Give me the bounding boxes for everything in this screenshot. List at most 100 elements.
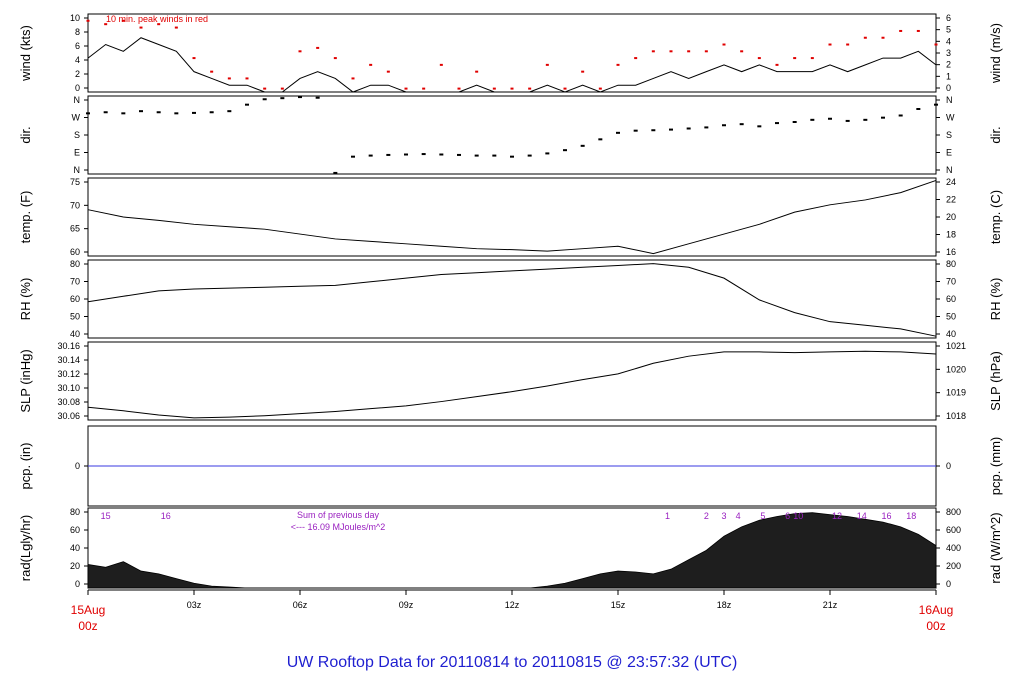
right-tick-label: 1 bbox=[946, 71, 951, 81]
left-tick-label: 0 bbox=[75, 579, 80, 589]
peak-wind-point bbox=[775, 63, 779, 66]
direction-point bbox=[156, 111, 161, 114]
peak-wind-point bbox=[227, 77, 231, 80]
right-tick-label: N bbox=[946, 95, 953, 105]
direction-point bbox=[86, 112, 90, 115]
direction-point bbox=[934, 103, 938, 106]
left-tick-label: W bbox=[72, 113, 81, 123]
hour-mark-label: 6 bbox=[785, 511, 790, 521]
direction-point bbox=[492, 154, 497, 157]
left-tick-label: 70 bbox=[70, 200, 80, 210]
left-axis-title: temp. (F) bbox=[18, 191, 33, 244]
right-tick-label: 200 bbox=[946, 561, 961, 571]
direction-point bbox=[351, 155, 355, 158]
peak-wind-point bbox=[139, 26, 143, 29]
left-tick-label: N bbox=[74, 165, 81, 175]
direction-point bbox=[386, 153, 391, 156]
left-tick-label: 80 bbox=[70, 507, 80, 517]
left-tick-label: 2 bbox=[75, 69, 80, 79]
right-axis-title: wind (m/s) bbox=[988, 23, 1003, 84]
direction-point bbox=[227, 110, 232, 113]
peak-wind-note: 10 min. peak winds in red bbox=[106, 14, 208, 24]
right-tick-label: 5 bbox=[946, 25, 951, 35]
peak-wind-point bbox=[280, 87, 284, 90]
direction-point bbox=[563, 149, 567, 152]
direction-point bbox=[245, 103, 249, 106]
direction-point bbox=[174, 112, 179, 115]
left-tick-label: 65 bbox=[70, 224, 80, 234]
peak-wind-point bbox=[263, 87, 267, 90]
right-tick-label: 6 bbox=[946, 13, 951, 23]
peak-wind-point bbox=[192, 57, 196, 60]
direction-point bbox=[580, 144, 585, 147]
direction-point bbox=[845, 119, 850, 122]
right-tick-label: 20 bbox=[946, 212, 956, 222]
hour-mark-label: 4 bbox=[736, 511, 741, 521]
right-tick-label: N bbox=[946, 165, 953, 175]
right-axis-title: temp. (C) bbox=[988, 190, 1003, 244]
direction-point bbox=[545, 152, 550, 155]
direction-point bbox=[298, 96, 302, 99]
peak-wind-point bbox=[740, 50, 744, 53]
direction-point bbox=[775, 122, 779, 125]
direction-point bbox=[139, 110, 143, 113]
right-axis-title: pcp. (mm) bbox=[988, 437, 1003, 496]
time-tick-label: 06z bbox=[293, 600, 308, 610]
peak-wind-point bbox=[846, 43, 850, 46]
time-tick-label: 12z bbox=[505, 600, 520, 610]
peak-wind-point bbox=[810, 57, 814, 60]
right-tick-label: 18 bbox=[946, 230, 956, 240]
time-tick-label: 03z bbox=[187, 600, 202, 610]
peak-wind-point bbox=[439, 63, 443, 66]
hour-mark-label: 15 bbox=[101, 511, 111, 521]
peak-wind-point bbox=[528, 87, 532, 90]
direction-point bbox=[633, 129, 638, 132]
left-tick-label: 40 bbox=[70, 329, 80, 339]
right-tick-label: S bbox=[946, 130, 952, 140]
panel-2: temp. (F) temp. (C) 60 65 70 75 16 18 20 22 24 bbox=[18, 177, 1003, 257]
peak-wind-point bbox=[157, 23, 161, 26]
peak-wind-point bbox=[369, 63, 373, 66]
hour-mark-label: 16 bbox=[161, 511, 171, 521]
left-tick-label: E bbox=[74, 148, 80, 158]
peak-wind-point bbox=[634, 57, 638, 60]
series-line bbox=[87, 263, 937, 337]
peak-wind-point bbox=[316, 46, 320, 49]
direction-point bbox=[739, 123, 744, 126]
peak-wind-point bbox=[121, 19, 125, 22]
left-tick-label: 4 bbox=[75, 55, 80, 65]
time-tick-label: 21z bbox=[823, 600, 838, 610]
direction-point bbox=[192, 111, 196, 114]
panel-5: pcp. (in) pcp. (mm) 0 0 bbox=[18, 425, 1003, 507]
left-tick-label: 60 bbox=[70, 294, 80, 304]
left-tick-label: 30.12 bbox=[57, 369, 80, 379]
right-tick-label: 800 bbox=[946, 507, 961, 517]
left-tick-label: 80 bbox=[70, 259, 80, 269]
peak-wind-point bbox=[545, 63, 549, 66]
right-axis-title: RH (%) bbox=[988, 278, 1003, 321]
right-tick-label: 40 bbox=[946, 329, 956, 339]
peak-wind-point bbox=[475, 70, 479, 73]
direction-point bbox=[881, 116, 885, 119]
annotation-line: <--- 16.09 MJoules/m^2 bbox=[291, 522, 386, 532]
right-tick-label: 0 bbox=[946, 579, 951, 589]
left-axis-title: rad(Lgly/hr) bbox=[18, 515, 33, 581]
right-tick-label: 50 bbox=[946, 312, 956, 322]
annotation-line: Sum of previous day bbox=[297, 510, 380, 520]
right-tick-label: E bbox=[946, 148, 952, 158]
peak-wind-point bbox=[333, 57, 337, 60]
direction-point bbox=[333, 171, 338, 174]
direction-point bbox=[315, 96, 320, 99]
left-tick-label: 10 bbox=[70, 13, 80, 23]
direction-point bbox=[510, 155, 514, 158]
peak-wind-point bbox=[899, 29, 903, 32]
right-axis-title: dir. bbox=[988, 126, 1003, 143]
left-tick-label: 60 bbox=[70, 525, 80, 535]
peak-wind-point bbox=[722, 43, 726, 46]
peak-wind-point bbox=[104, 23, 108, 26]
hour-mark-label: 18 bbox=[906, 511, 916, 521]
peak-wind-point bbox=[210, 70, 214, 73]
right-tick-label: 16 bbox=[946, 247, 956, 257]
direction-point bbox=[121, 112, 126, 115]
peak-wind-point bbox=[581, 70, 585, 73]
